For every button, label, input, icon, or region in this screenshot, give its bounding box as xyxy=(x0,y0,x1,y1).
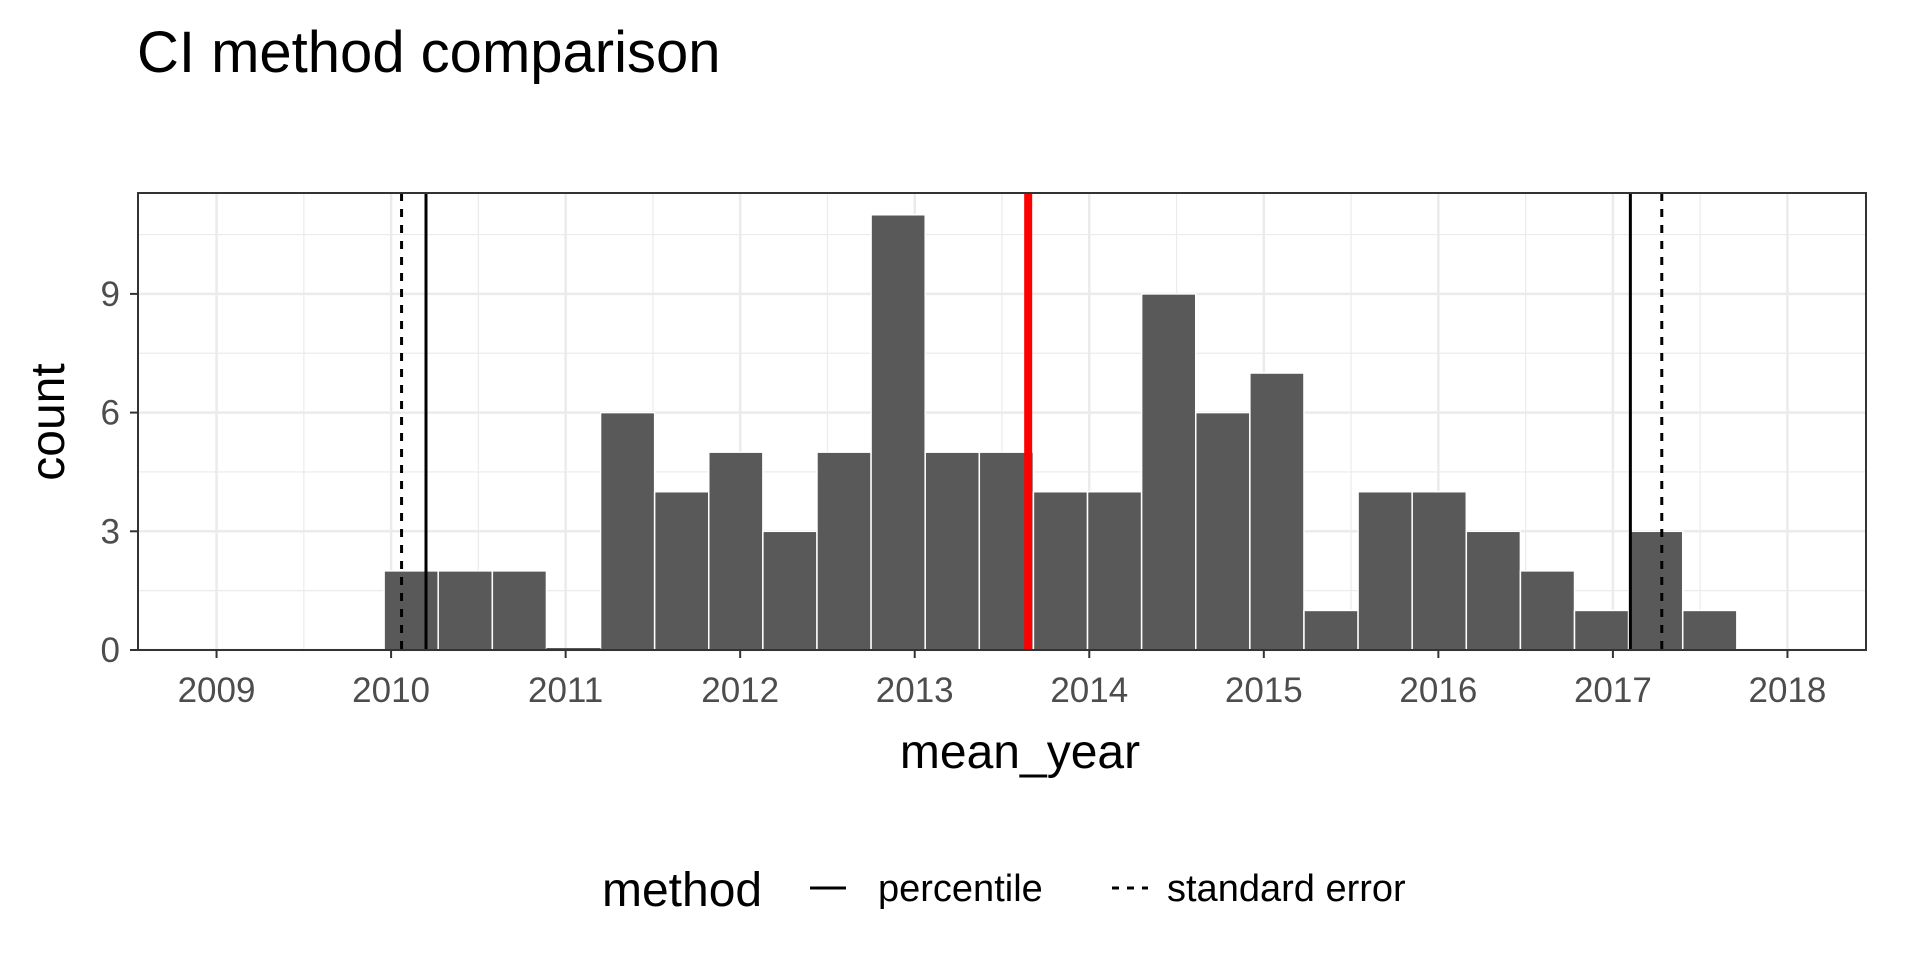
histogram-bar xyxy=(762,530,818,651)
x-tick-label: 2010 xyxy=(352,671,430,710)
histogram-bar xyxy=(1519,570,1576,651)
histogram-bars xyxy=(383,214,1738,651)
histogram-bar xyxy=(1681,609,1738,651)
ci-lines xyxy=(400,193,1664,650)
histogram-bar xyxy=(491,570,548,651)
histogram-bar xyxy=(1194,411,1251,651)
y-tick-label: 9 xyxy=(101,275,120,314)
y-tick-label: 6 xyxy=(101,394,120,433)
x-tick-label: 2013 xyxy=(876,671,954,710)
histogram-bar xyxy=(1627,530,1684,651)
x-axis: 2009 2010 2011 2012 2013 2014 2015 2016 2017 2018 xyxy=(178,650,1827,710)
y-tick-label: 3 xyxy=(101,512,120,551)
x-tick-label: 2018 xyxy=(1749,671,1827,710)
histogram-bar xyxy=(924,451,981,651)
legend-label-percentile: percentile xyxy=(878,868,1043,910)
legend: method percentile standard error xyxy=(602,864,1406,917)
x-tick-label: 2009 xyxy=(178,671,256,710)
histogram-bar xyxy=(708,451,764,651)
histogram-bar xyxy=(1573,609,1630,651)
histogram-bar xyxy=(1249,372,1305,651)
histogram-bar xyxy=(1357,490,1413,651)
x-tick-label: 2014 xyxy=(1050,671,1128,710)
x-tick-label: 2016 xyxy=(1399,671,1477,710)
x-tick-label: 2012 xyxy=(701,671,779,710)
histogram-bar xyxy=(1086,490,1143,651)
chart-title: CI method comparison xyxy=(137,20,720,85)
histogram-bar xyxy=(1032,490,1089,651)
x-tick-label: 2017 xyxy=(1574,671,1652,710)
x-tick-label: 2015 xyxy=(1225,671,1303,710)
x-tick-label: 2011 xyxy=(528,671,603,710)
legend-title: method xyxy=(602,864,762,917)
y-axis: 0 3 6 9 xyxy=(101,275,138,670)
histogram-bar xyxy=(599,411,656,651)
histogram-bar xyxy=(383,570,439,651)
histogram-bar xyxy=(437,570,494,651)
x-axis-title: mean_year xyxy=(900,726,1140,779)
legend-label-standard-error: standard error xyxy=(1167,868,1406,910)
panel-border xyxy=(137,192,1867,651)
histogram-bar xyxy=(816,451,872,651)
histogram-bar xyxy=(653,490,710,651)
y-tick-label: 0 xyxy=(101,631,120,670)
histogram-bar xyxy=(870,214,926,651)
histogram-bar xyxy=(1411,490,1468,651)
histogram-bar xyxy=(1465,530,1522,651)
histogram-bar xyxy=(1140,293,1197,651)
y-axis-title: count xyxy=(22,363,75,480)
histogram-bar xyxy=(1303,609,1359,651)
